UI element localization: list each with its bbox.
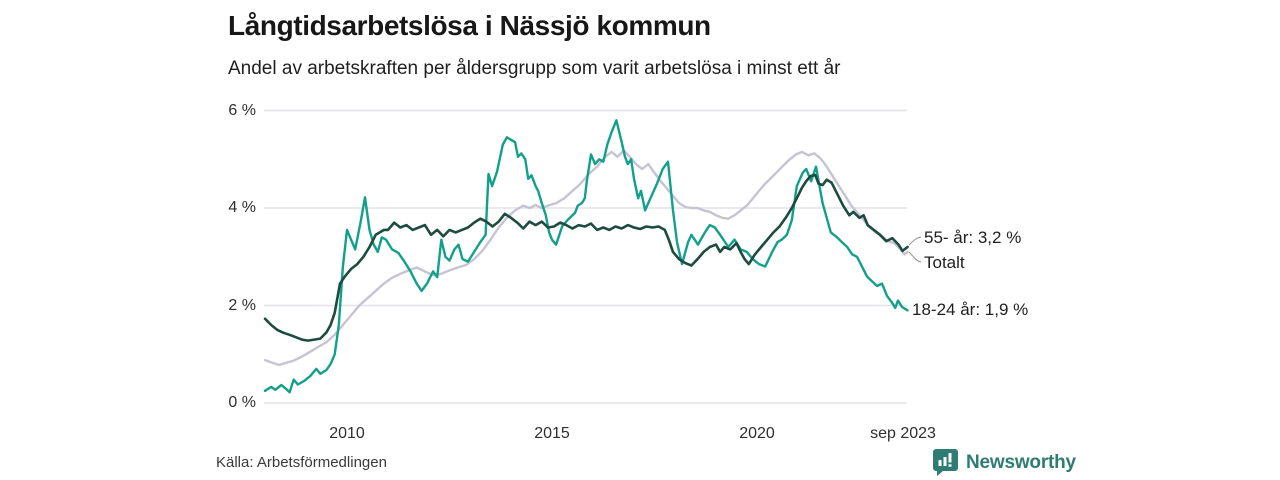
leader-line-55 (908, 236, 922, 246)
x-tick-label: sep 2023 (870, 425, 936, 442)
newsworthy-logo-icon (933, 449, 958, 476)
newsworthy-brand: Newsworthy (933, 449, 1076, 476)
x-tick-label: 2015 (534, 425, 570, 442)
y-tick-label: 0 % (228, 394, 256, 411)
series-lines (263, 119, 909, 394)
y-tick-label: 6 % (228, 101, 256, 119)
gridlines (264, 109, 907, 404)
chart-subtitle: Andel av arbetskraften per åldersgrupp s… (228, 58, 841, 79)
series-line-55-r (263, 173, 909, 342)
newsworthy-wordmark: Newsworthy (966, 451, 1076, 473)
x-tick-label: 2010 (329, 425, 365, 442)
leader-line-totalt (908, 251, 922, 263)
page-title: Långtidsarbetslösa i Nässjö kommun (228, 10, 711, 41)
y-tick-label: 2 % (228, 296, 256, 314)
source-note: Källa: Arbetsförmedlingen (216, 454, 387, 471)
end-label-1824ar: 18-24 år: 1,9 % (912, 300, 1029, 319)
series-line-18-24-r (263, 119, 909, 394)
end-label-55ar: 55- år: 3,2 % (924, 228, 1022, 247)
y-tick-label: 4 % (228, 199, 256, 216)
x-tick-label: 2020 (739, 425, 775, 442)
series-line-totalt (263, 149, 909, 367)
end-label-totalt: Totalt (924, 253, 965, 272)
